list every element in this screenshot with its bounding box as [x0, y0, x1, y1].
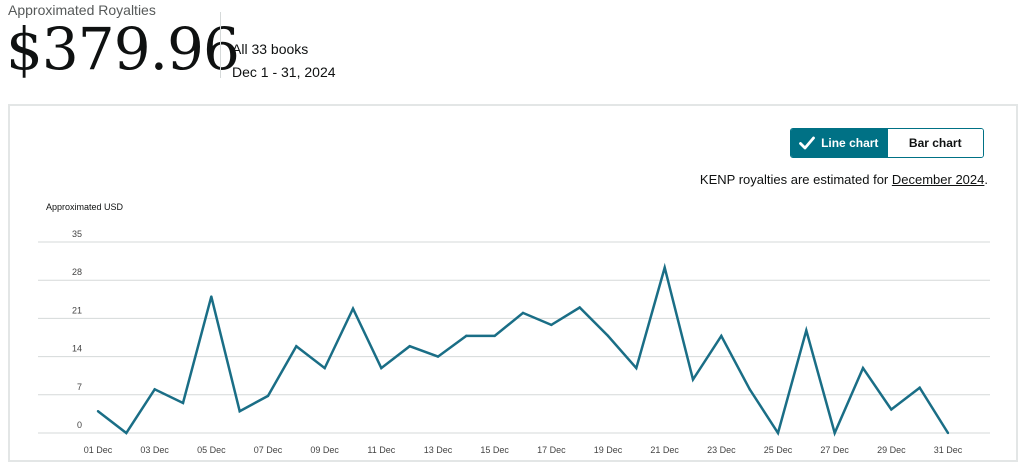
- date-range: Dec 1 - 31, 2024: [232, 64, 336, 80]
- x-tick-label: 11 Dec: [367, 445, 395, 455]
- data-point[interactable]: [861, 366, 865, 370]
- data-point[interactable]: [380, 366, 383, 370]
- bar-chart-label: Bar chart: [908, 136, 962, 150]
- x-tick-label: 23 Dec: [707, 445, 736, 455]
- x-tick-label: 19 Dec: [594, 445, 623, 455]
- x-tick-label: 15 Dec: [480, 445, 509, 455]
- data-point[interactable]: [748, 388, 751, 391]
- bar-chart-button[interactable]: Bar chart: [886, 129, 983, 157]
- x-tick-label: 13 Dec: [424, 445, 453, 455]
- kenp-note: KENP royalties are estimated for Decembe…: [700, 172, 988, 187]
- y-tick-label: 21: [72, 305, 82, 315]
- data-point[interactable]: [436, 355, 440, 358]
- data-point[interactable]: [776, 431, 780, 435]
- line-chart-label: Line chart: [821, 136, 879, 150]
- data-point[interactable]: [210, 295, 213, 298]
- data-point[interactable]: [465, 334, 468, 338]
- y-axis-title: Approximated USD: [46, 202, 124, 212]
- y-tick-label: 35: [72, 229, 82, 239]
- x-tick-label: 25 Dec: [764, 445, 793, 455]
- x-tick-label: 05 Dec: [197, 445, 226, 455]
- x-tick-label: 27 Dec: [820, 445, 849, 455]
- x-tick-label: 07 Dec: [254, 445, 283, 455]
- summary-label: Approximated Royalties: [8, 2, 156, 18]
- data-point[interactable]: [521, 311, 525, 315]
- royalties-series-line: [97, 262, 950, 437]
- royalties-amount: $379.96: [6, 15, 240, 83]
- x-tick-label: 21 Dec: [650, 445, 679, 455]
- chart-type-toggle: Line chart Bar chart: [790, 128, 984, 158]
- data-point[interactable]: [96, 409, 100, 413]
- chart-card: Line chart Bar chart KENP royalties are …: [8, 104, 1018, 462]
- books-count: All 33 books: [232, 41, 309, 57]
- data-point[interactable]: [578, 306, 581, 309]
- x-tick-label: 09 Dec: [310, 445, 339, 455]
- data-point[interactable]: [720, 334, 723, 338]
- summary-divider: [220, 12, 221, 78]
- data-point[interactable]: [295, 345, 298, 348]
- kenp-note-suffix: .: [984, 172, 988, 187]
- data-point[interactable]: [550, 323, 553, 327]
- kenp-note-text: KENP royalties are estimated for: [699, 172, 892, 187]
- x-tick-label: 01 Dec: [84, 445, 113, 455]
- x-tick-label: 03 Dec: [140, 445, 169, 455]
- data-point[interactable]: [238, 409, 241, 413]
- data-point[interactable]: [946, 431, 950, 435]
- data-point[interactable]: [351, 307, 355, 310]
- check-icon: [799, 136, 815, 150]
- data-point[interactable]: [833, 431, 836, 435]
- y-tick-label: 7: [77, 382, 82, 392]
- data-point[interactable]: [918, 386, 921, 389]
- data-point[interactable]: [153, 388, 156, 391]
- data-point[interactable]: [408, 345, 411, 348]
- x-tick-label: 17 Dec: [537, 445, 566, 455]
- data-point[interactable]: [691, 378, 695, 381]
- line-chart-button[interactable]: Line chart: [791, 129, 887, 157]
- kenp-month-link[interactable]: December 2024: [891, 172, 985, 187]
- data-point[interactable]: [266, 394, 270, 398]
- data-point[interactable]: [323, 366, 326, 370]
- x-tick-label: 31 Dec: [934, 445, 963, 455]
- y-tick-label: 14: [72, 344, 82, 354]
- data-point[interactable]: [125, 431, 128, 435]
- data-point[interactable]: [606, 334, 610, 338]
- data-point[interactable]: [181, 401, 185, 405]
- data-point[interactable]: [805, 329, 808, 332]
- data-point[interactable]: [663, 266, 666, 269]
- data-point[interactable]: [635, 366, 638, 370]
- data-point[interactable]: [493, 334, 496, 338]
- royalties-line-chart: 0 7 14 21 28 35 01 Dec 03 Dec 05 Dec 07 Dec 09 Dec…: [38, 229, 990, 455]
- y-tick-label: 0: [77, 420, 82, 430]
- y-tick-label: 28: [72, 267, 82, 277]
- data-point[interactable]: [890, 408, 893, 411]
- x-tick-label: 29 Dec: [877, 445, 906, 455]
